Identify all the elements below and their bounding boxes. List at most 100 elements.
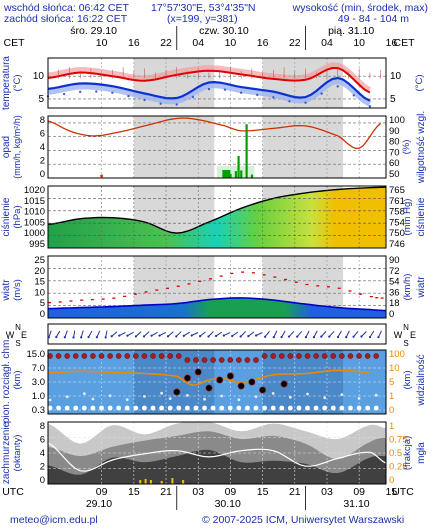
temp-unit-right: (°C) [414, 75, 425, 92]
visibility-unit: (km) [402, 371, 413, 390]
wind-tick-right: 0 [389, 309, 394, 320]
pressure-unit-right: (mm Hg) [402, 199, 413, 236]
wind-arrow [231, 331, 239, 337]
temp-unit-left: (°C) [12, 75, 23, 92]
cloud-top-dot [64, 353, 70, 359]
wind-unit-right: (km/h) [402, 274, 413, 301]
cloud-tick-left: 1.0 [32, 391, 45, 402]
wind-tick-left: 0 [40, 309, 45, 320]
temp-min-dot [352, 94, 356, 97]
cloud-top-dot [210, 357, 216, 363]
cloud-base-dot [245, 405, 250, 411]
wind-arrow-head [199, 335, 202, 338]
cloud-base-dot [356, 405, 362, 411]
hour-label-bottom: 09 [225, 486, 237, 498]
temp-max-spread [47, 62, 372, 92]
cloud-base-dot [47, 405, 53, 411]
pressure-tick-left: 995 [29, 239, 45, 250]
wind-arrow [215, 331, 223, 337]
wind-arrow [240, 331, 246, 337]
visibility-axis-label: widzialność [416, 354, 427, 406]
grid-text: (x=199, y=381) [167, 13, 238, 25]
panel-frame [47, 349, 387, 415]
hour-label-bottom: 03 [321, 486, 333, 498]
panel-frame [47, 57, 387, 109]
cloud-mid-dot [185, 394, 189, 397]
compass-w-right: W [394, 330, 403, 340]
cloud-top-dot [253, 357, 259, 363]
precip-bar [237, 155, 240, 178]
temp-min-dot [304, 101, 307, 104]
cloud-top-dot [278, 353, 285, 359]
precip-tick-left: 0 [40, 169, 45, 180]
cloud-cover-tick-left: 8 [40, 421, 45, 432]
cloud-mid-dot [125, 398, 129, 401]
cloud-top-dot [98, 353, 105, 359]
cloud-top-dot [356, 353, 362, 359]
cloud-base-dot [305, 405, 310, 411]
cloud-base-dot [176, 405, 182, 411]
pressure-line [47, 186, 387, 234]
day-label-bottom: 29.10 [86, 498, 112, 510]
compass-e-left: E [21, 330, 27, 340]
cloud-base-dot [330, 405, 336, 411]
utc-label-left: UTC [2, 486, 24, 498]
panel-frame [47, 255, 387, 319]
panel-frame [47, 421, 387, 485]
wind-arrow [135, 331, 142, 337]
wind-axis-label: wiatr [1, 279, 12, 302]
precip-bar [245, 124, 248, 178]
cloud-base-dot [339, 405, 345, 411]
cloud-layer-dot [173, 388, 181, 396]
wind-arrow [55, 330, 61, 338]
cloud-layer-dot [237, 382, 245, 390]
cloud-top-dot [287, 353, 294, 359]
cloud-mid-dot [220, 394, 224, 398]
wind-arrow [223, 332, 231, 336]
pressure-axis-label: ciśnienie [1, 197, 12, 236]
hour-label-top: 16 [386, 37, 398, 49]
footer-email[interactable]: meteo@icm.edu.pl [10, 514, 98, 526]
temp-min-dot [207, 87, 211, 91]
cloud-low-area [48, 449, 386, 484]
wind-arrow-head [287, 335, 291, 338]
cloud-base-dot [64, 405, 70, 411]
precip-tick-left: 8 [40, 115, 45, 126]
pressure-tick-right: 758 [389, 207, 405, 218]
cloud-mid-dot [143, 395, 146, 398]
cloud-base-dot [373, 405, 379, 411]
pressure-tick-left: 1000 [24, 228, 45, 239]
wind-arrow-head [377, 336, 380, 339]
temp-axis-label: temperatura [1, 56, 12, 110]
wind-arrow [111, 331, 118, 337]
cloud-top-dot [72, 353, 79, 359]
wind-tick-left: 15 [34, 277, 45, 288]
cloud-extent-axis-label: pion. rozciągł. chm. [1, 337, 12, 423]
cloud-top-dot [227, 357, 234, 363]
visibility-tick-right: 5 [389, 377, 394, 388]
cloud-top-dot [81, 353, 88, 359]
cloud-mid-dot [91, 397, 95, 401]
pressure-tick-left: 1020 [24, 185, 45, 196]
precip-axis-label: opad [1, 136, 12, 158]
cloud-top-dot [236, 357, 242, 363]
wind-unit-left: (m/s) [12, 279, 23, 301]
cloud-mid-dot [306, 392, 309, 396]
cloud-top-dot [133, 353, 139, 359]
wind-arrow-head [182, 334, 185, 337]
wind-arrow-head [264, 335, 267, 338]
humidity-tick-right: 70 [389, 147, 400, 158]
cloud-top-dot [330, 353, 337, 359]
cloud-base-dot [124, 405, 130, 411]
cloud-base-dot [236, 405, 242, 411]
cloud-top-dot [141, 353, 148, 359]
pressure-tick-right: 750 [389, 228, 405, 239]
temp-tick-right: 5 [390, 94, 396, 105]
cloud-top-dot [175, 353, 182, 359]
cloud-mid-dot [82, 392, 86, 395]
cloud-layer-dot [205, 384, 213, 392]
pressure-unit-left: (hPa) [12, 205, 23, 228]
cloud-mid-dot [374, 393, 378, 397]
wind-tick-right: 54 [389, 277, 400, 288]
cloud-layer-dot [194, 368, 202, 376]
